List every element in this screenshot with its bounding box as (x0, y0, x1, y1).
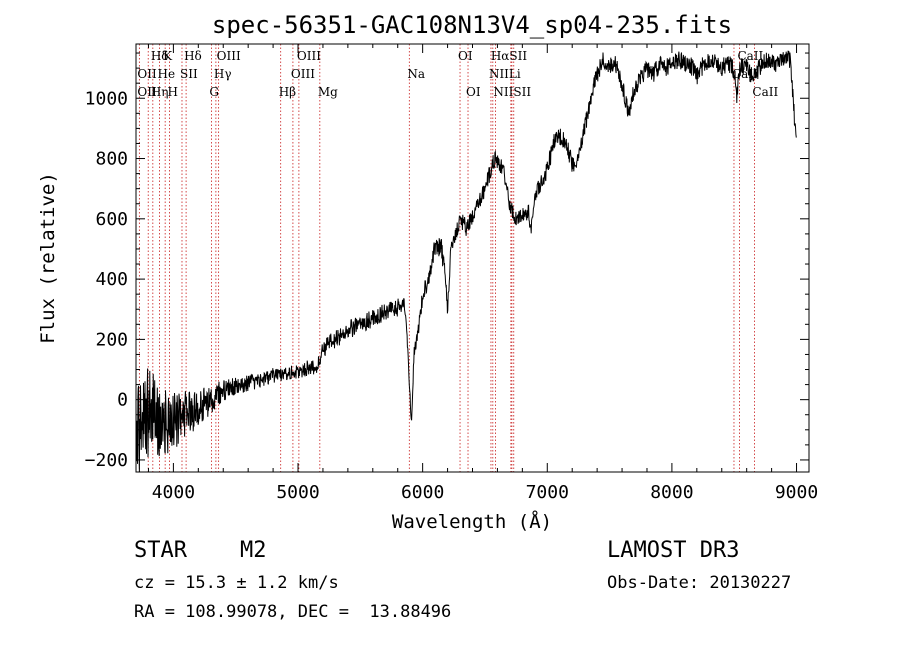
spectral-line-label: Na (407, 67, 425, 81)
spectral-line-label: OIII (291, 67, 315, 81)
object-class: STAR (134, 538, 187, 563)
x-tick-label: 9000 (775, 482, 818, 503)
spectral-line-label: OIII (297, 49, 321, 63)
x-tick-label: 5000 (276, 482, 319, 503)
y-tick-label: 200 (95, 329, 128, 350)
spectral-line-label: CaII (752, 85, 778, 99)
spectral-line-label: Hη (151, 85, 169, 99)
spectral-line-label: Mg (318, 85, 338, 99)
object-subclass: M2 (240, 538, 267, 563)
spectral-line-label: OI (458, 49, 473, 63)
spectral-line-label: OII (137, 85, 157, 99)
y-axis-label: Flux (relative) (37, 172, 59, 344)
spectral-line-label: NII (489, 67, 509, 81)
spectral-line-label: NIISII (493, 85, 531, 99)
x-tick-label: 8000 (650, 482, 693, 503)
spectral-line-label: Hγ (214, 67, 232, 81)
y-tick-label: 600 (95, 209, 128, 230)
x-tick-label: 7000 (526, 482, 569, 503)
spectral-line-label: G (209, 85, 219, 99)
spectral-line-label: He (158, 67, 176, 81)
spectrum-series (135, 50, 797, 473)
sky-coordinates: RA = 108.99078, DEC = 13.88496 (134, 602, 452, 622)
spectral-line-label: Hβ (279, 85, 296, 99)
spectral-line-label: K (163, 49, 173, 63)
spectral-line-label: H (168, 85, 178, 99)
observation-date: Obs-Date: 20130227 (607, 573, 792, 593)
spectrum-line (135, 50, 797, 473)
spectral-line-label: Hδ (184, 49, 202, 63)
spectral-line-label: HαSII (491, 49, 528, 63)
spectral-line-label: CaII (737, 49, 763, 63)
x-axis-label: Wavelength (Å) (392, 510, 552, 533)
y-tick-label: 400 (95, 269, 128, 290)
plot-frame (135, 43, 810, 473)
y-tick-label: 0 (117, 390, 128, 411)
x-axis-ticks: 4000 5000 6000 7000 8000 9000 (147, 44, 818, 503)
y-tick-label: −200 (85, 450, 128, 471)
spectral-line-label: OII (137, 67, 157, 81)
spectral-line-markers (138, 44, 755, 472)
spectral-line-label: SII (180, 67, 198, 81)
spectral-line-label: OI (466, 85, 481, 99)
spectral-line-label: Li (509, 67, 521, 81)
spectral-line-label: Hδ (151, 49, 169, 63)
spectral-line-label: OIII (217, 49, 241, 63)
y-tick-label: 1000 (85, 88, 128, 109)
x-tick-label: 4000 (152, 482, 195, 503)
survey-name: LAMOST DR3 (607, 538, 740, 563)
redshift-readout: cz = 15.3 ± 1.2 km/s (134, 573, 339, 593)
x-tick-label: 6000 (401, 482, 444, 503)
chart-title: spec-56351-GAC108N13V4_sp04-235.fits (212, 11, 732, 39)
y-axis-ticks: −200 0 200 400 600 800 1000 (85, 52, 809, 471)
y-tick-label: 800 (95, 149, 128, 170)
